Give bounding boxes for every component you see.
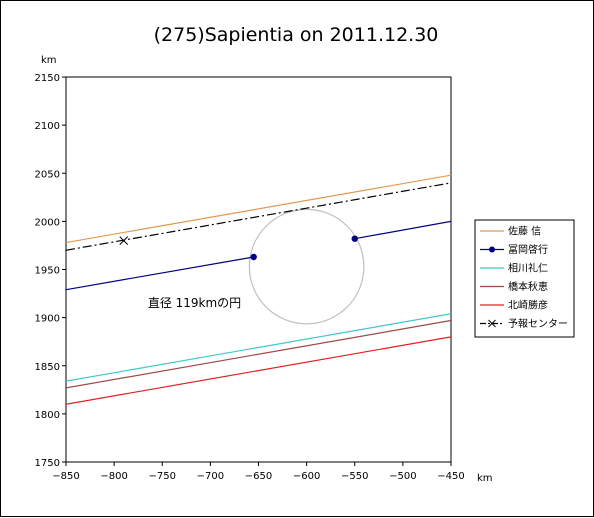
series-line-1 (66, 256, 254, 291)
x-tick-label: −450 (437, 471, 464, 482)
series-line-4 (66, 336, 451, 405)
plot-border (65, 76, 452, 463)
legend-marker-1 (489, 246, 495, 253)
plot-area: 1750 1800 1850 1900 1950 2000 2050 2100 2150 −850… (35, 73, 465, 482)
y-axis-unit: km (41, 55, 57, 66)
series-line-5 (66, 182, 451, 251)
y-tick-label: 2100 (35, 121, 60, 132)
y-tick-label: 1850 (35, 362, 60, 373)
y-tick-label: 2150 (35, 73, 60, 84)
series-line-0 (66, 174, 451, 244)
x-tick-label: −550 (341, 471, 368, 482)
y-tick-label: 1900 (35, 314, 60, 325)
x-axis-unit: km (477, 473, 493, 484)
legend-label-3: 橋本秋恵 (508, 280, 548, 293)
y-tick-label: 1750 (35, 458, 60, 469)
series-point-1 (250, 253, 257, 261)
series-x-marker-5 (119, 236, 129, 245)
series-point-1 (351, 235, 358, 242)
series-line-2 (66, 313, 451, 382)
legend-marker-5 (488, 319, 496, 328)
series-line-1 (354, 220, 451, 240)
legend-label-0: 佐藤 信 (508, 226, 541, 238)
legend-label-1: 冨岡啓行 (508, 243, 548, 256)
series-line-3 (66, 319, 451, 389)
chart-title: (275)Sapientia on 2011.12.30 (154, 24, 439, 46)
diameter-circle (248, 208, 365, 325)
legend-label-4: 北崎勝彦 (508, 299, 548, 312)
x-tick-label: −650 (245, 471, 272, 482)
x-tick-label: −500 (389, 471, 416, 482)
x-tick-label: −850 (52, 471, 79, 482)
diameter-annotation: 直径 119kmの円 (148, 296, 241, 310)
x-tick-label: −750 (149, 471, 176, 482)
y-tick-label: 2050 (35, 169, 60, 180)
y-tick-label: 2000 (35, 217, 60, 228)
series-lines (66, 174, 451, 405)
legend-label-2: 相川礼仁 (508, 262, 548, 275)
y-tick-label: 1800 (35, 410, 60, 421)
x-tick-label: −700 (197, 471, 224, 482)
x-tick-label: −800 (100, 471, 127, 482)
x-tick-label: −600 (293, 471, 320, 482)
y-tick-label: 1950 (35, 266, 60, 277)
legend-box (474, 219, 575, 338)
legend-label-5: 予報センター (508, 318, 568, 330)
